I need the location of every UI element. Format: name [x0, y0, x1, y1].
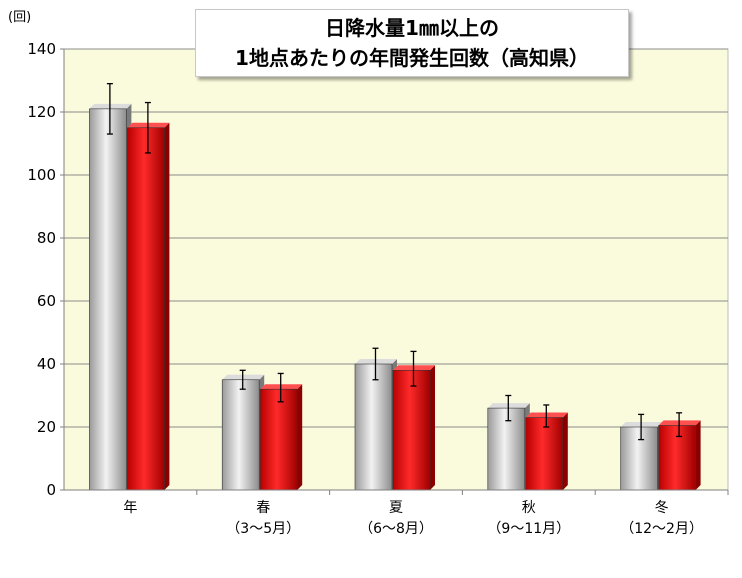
bar-side	[164, 122, 170, 490]
bar-side	[430, 365, 435, 490]
x-category-label: 春	[256, 500, 270, 516]
x-category-label: （3～5月）	[226, 521, 300, 537]
bars	[89, 83, 701, 491]
bar-side	[297, 384, 303, 490]
y-unit-label: (回)	[8, 10, 31, 25]
x-category-label: （12～2月）	[620, 521, 703, 537]
y-tick-label: 80	[37, 229, 56, 247]
bar	[89, 108, 127, 491]
bar	[487, 407, 526, 491]
x-category-label: 夏	[389, 500, 403, 516]
y-tick-label: 40	[37, 355, 56, 373]
x-category-label: （9～11月）	[487, 521, 570, 537]
x-category-label: 年	[123, 500, 137, 516]
bar	[392, 369, 431, 491]
chart-title: 日降水量1㎜以上の 1地点あたりの年間発生回数（高知県）	[195, 9, 629, 77]
chart-title-line-1: 日降水量1㎜以上の	[325, 16, 499, 40]
x-category-label: （6～8月）	[359, 521, 433, 537]
bar	[525, 417, 564, 491]
x-category-label: 秋	[522, 500, 536, 516]
bar-side	[562, 412, 568, 490]
y-tick-label: 140	[27, 40, 56, 58]
chart-title-line-2: 1地点あたりの年間発生回数（高知県）	[235, 46, 589, 70]
x-category-label: 冬	[655, 500, 669, 516]
bar	[221, 379, 260, 491]
axes	[63, 49, 728, 491]
y-tick-label: 100	[27, 166, 56, 184]
bar	[127, 127, 165, 491]
bar	[354, 363, 393, 491]
y-tick-label: 60	[37, 292, 56, 310]
bar-side	[695, 420, 701, 490]
y-tick-label: 20	[37, 418, 56, 436]
bar	[259, 388, 298, 491]
bar	[620, 426, 658, 491]
bar	[658, 425, 696, 491]
y-tick-label: 120	[27, 103, 56, 121]
y-tick-label: 0	[46, 481, 56, 499]
